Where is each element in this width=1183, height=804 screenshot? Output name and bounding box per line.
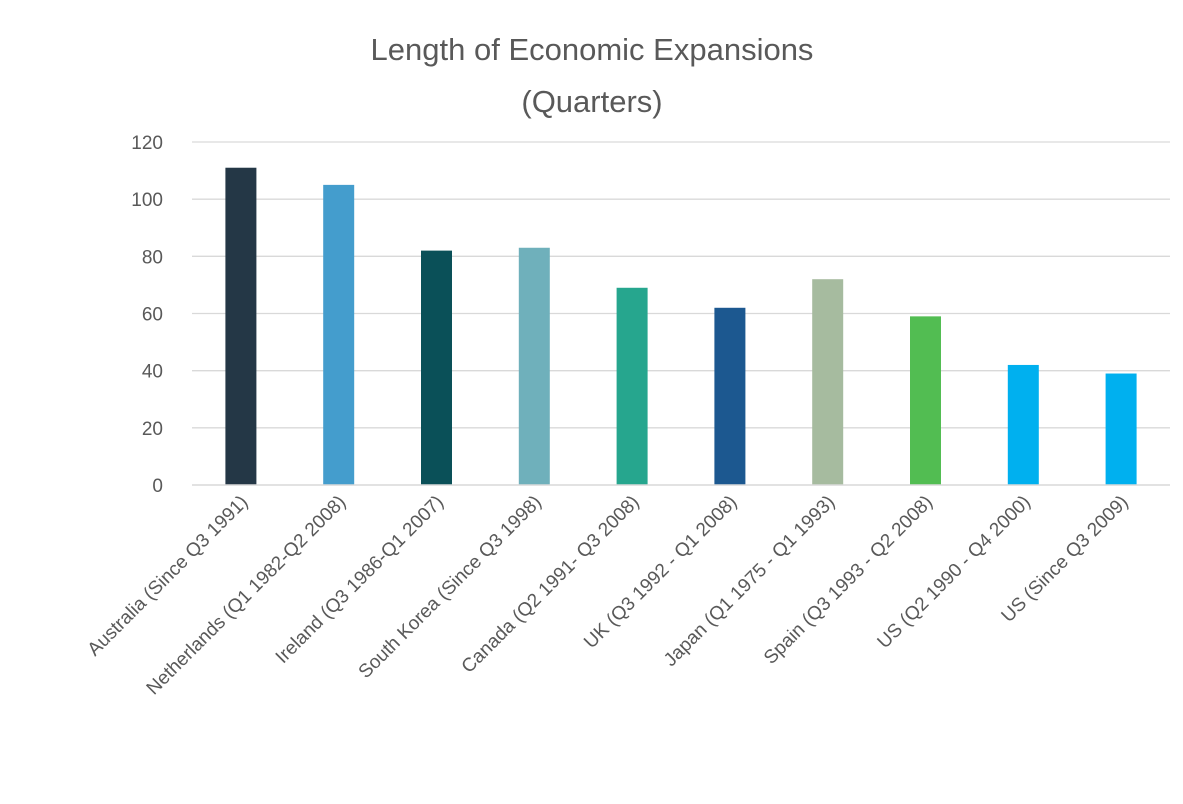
y-axis: 0 20 40 60 80 100 120	[131, 133, 163, 497]
y-tick-label: 40	[142, 362, 163, 383]
chart-title: Length of Economic Expansions	[371, 32, 814, 67]
x-axis-labels: Australia (Since Q3 1991)Netherlands (Q1…	[84, 492, 1133, 700]
y-tick-label: 100	[131, 190, 163, 211]
bars	[225, 167, 1137, 485]
bar	[518, 247, 550, 485]
x-tick-label: Netherlands (Q1 1982-Q2 2008)	[143, 492, 351, 700]
bar	[421, 250, 452, 485]
y-tick-label: 80	[142, 247, 163, 268]
y-tick-label: 60	[142, 305, 163, 326]
y-tick-label: 120	[131, 133, 163, 154]
y-tick-label: 0	[152, 476, 163, 497]
x-tick-label: Australia (Since Q3 1991)	[84, 492, 253, 661]
x-tick-label: Japan (Q1 1975 - Q1 1993)	[660, 492, 839, 671]
x-tick-label: Ireland (Q3 1986-Q1 2007)	[272, 492, 448, 668]
bar	[323, 184, 355, 485]
x-tick-label: Spain (Q3 1993 - Q2 2008)	[760, 492, 937, 669]
bar	[910, 316, 941, 485]
y-tick-label: 20	[142, 419, 163, 440]
bar	[812, 279, 844, 485]
gridlines	[192, 141, 1170, 429]
bar	[714, 307, 746, 485]
bar	[616, 287, 648, 485]
bar	[1105, 373, 1137, 485]
x-tick-label: Canada (Q2 1991- Q3 2008)	[458, 492, 644, 678]
bar	[225, 167, 257, 485]
x-tick-label: South Korea (Since Q3 1998)	[355, 492, 546, 683]
chart-subtitle: (Quarters)	[521, 84, 662, 119]
bar	[1007, 364, 1039, 485]
